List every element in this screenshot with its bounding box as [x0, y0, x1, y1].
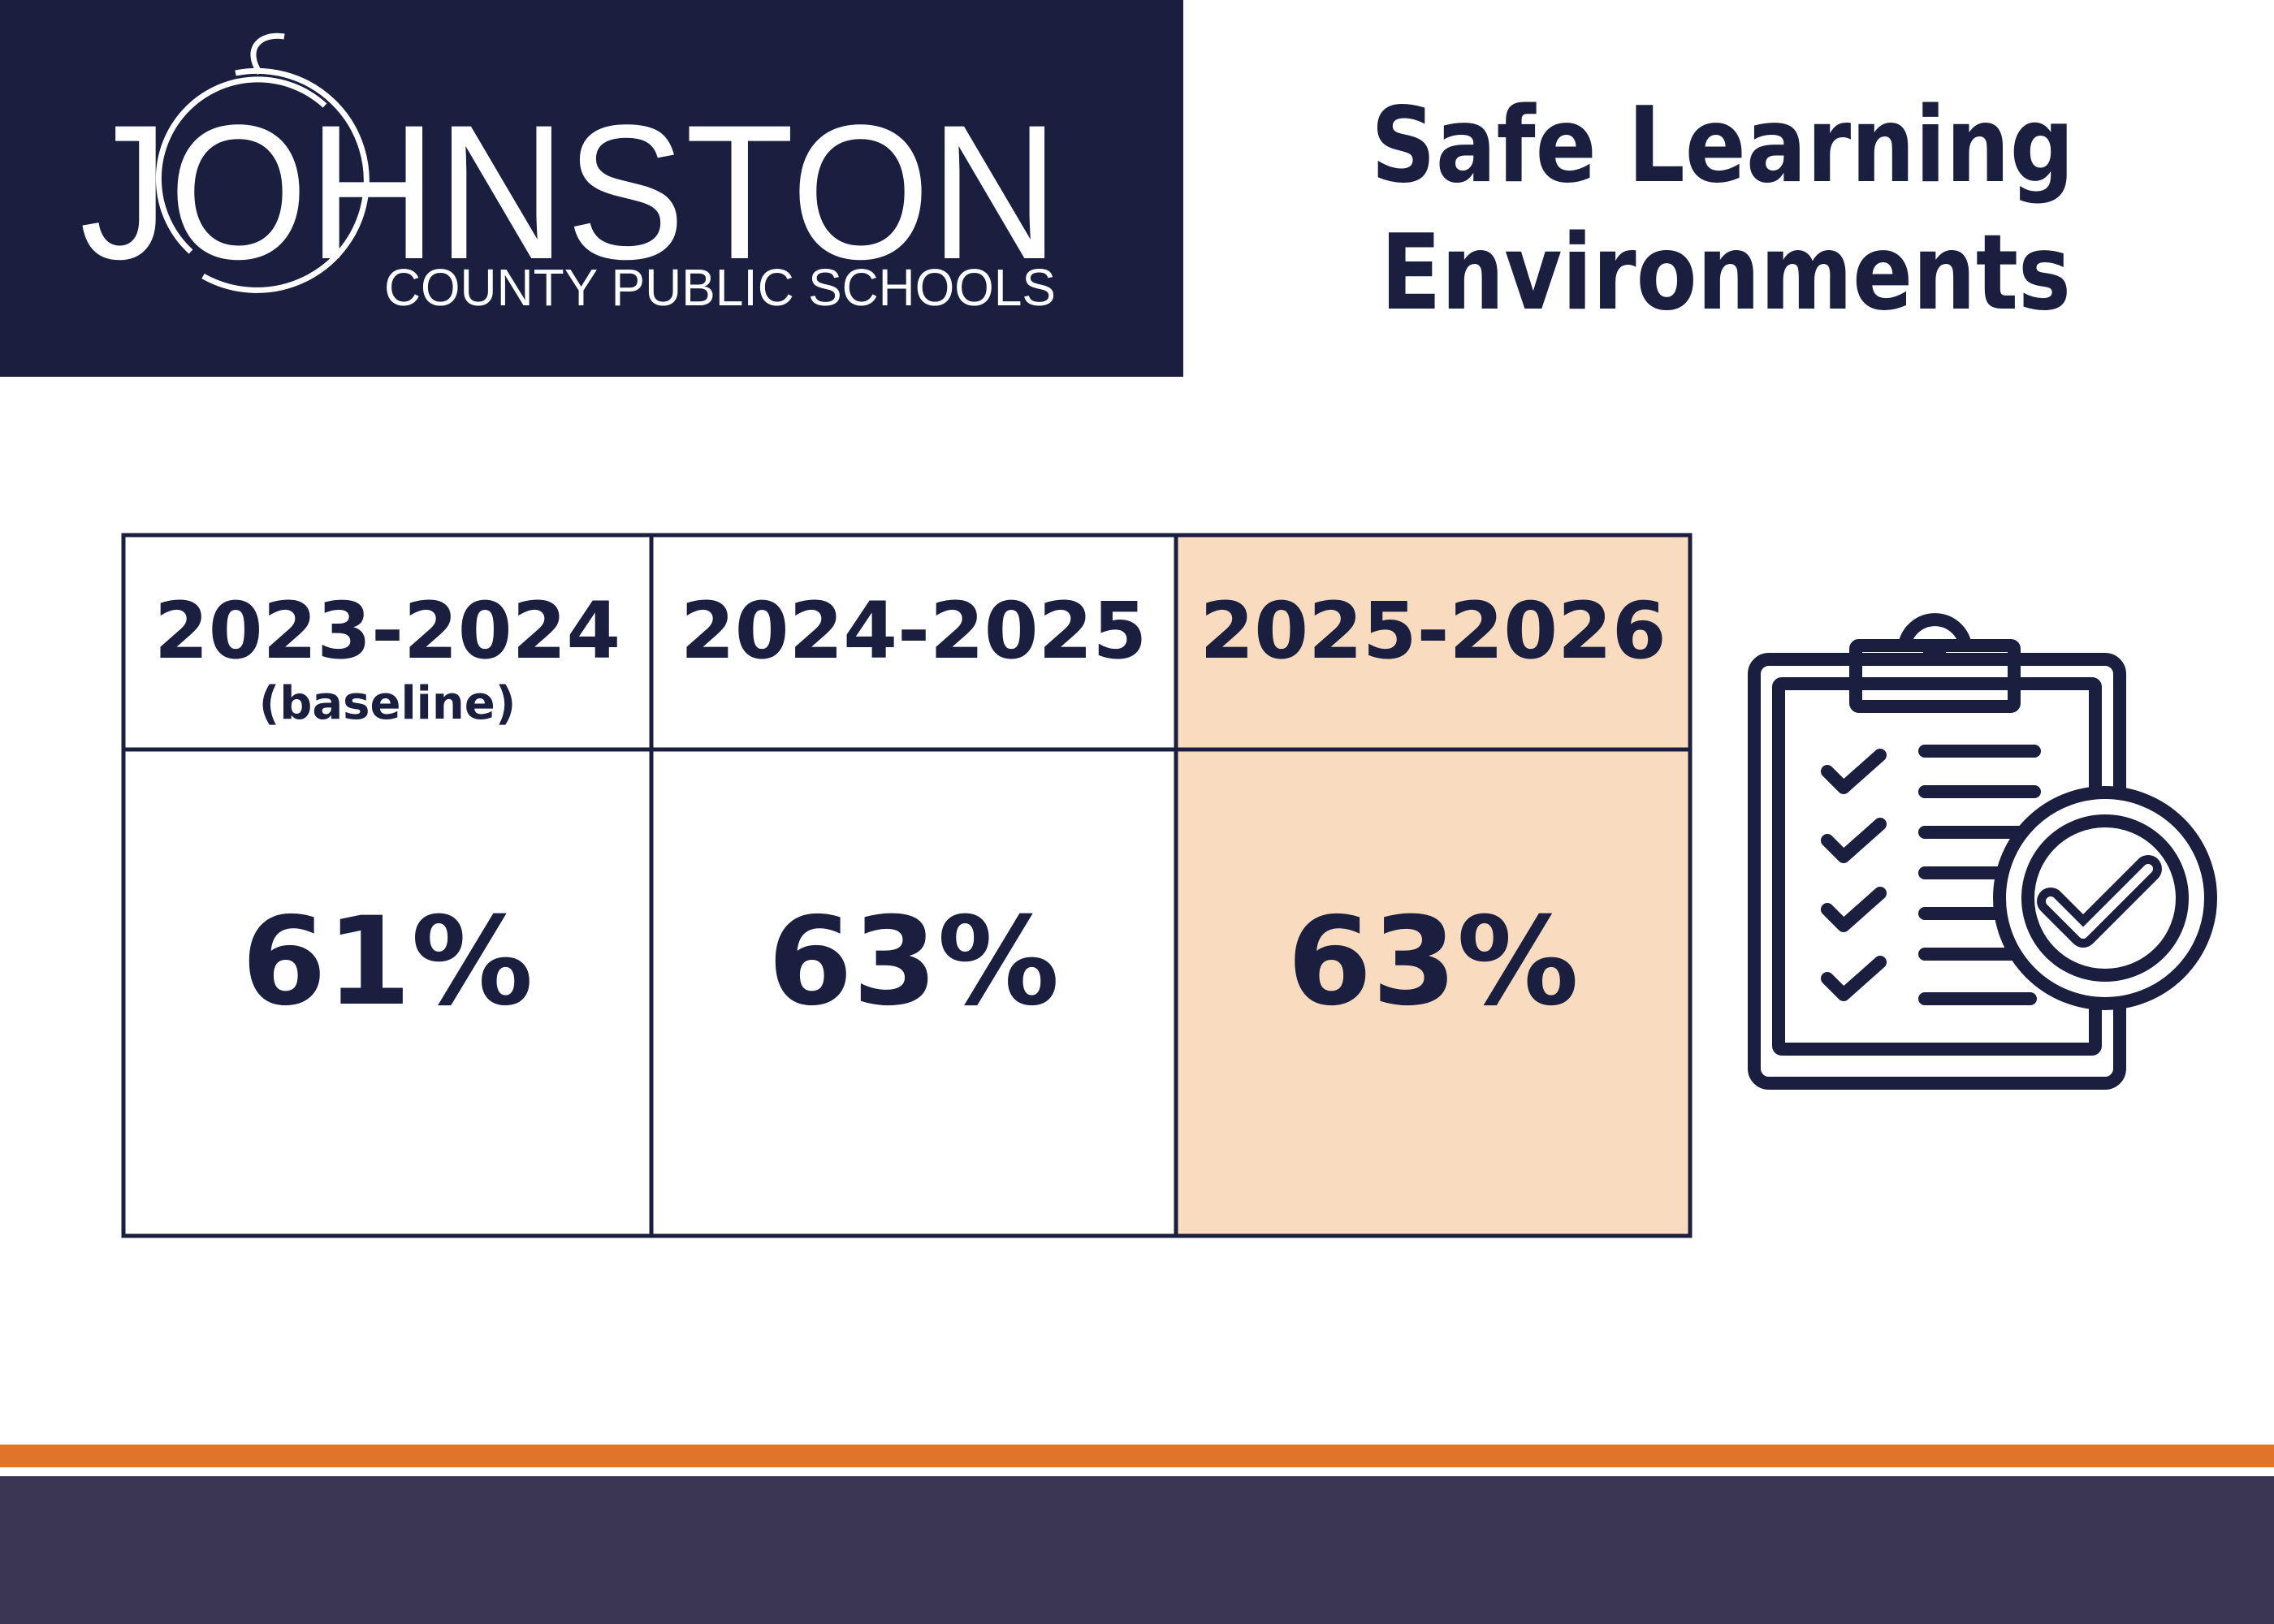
- footer-band: [0, 1476, 2274, 1624]
- page-title-line: Environments: [1381, 213, 2071, 334]
- column-note: (baseline): [259, 677, 517, 730]
- column-header: 2023-2024: [154, 585, 620, 676]
- cell-value: 61%: [241, 892, 533, 1033]
- highlight-column: [1176, 535, 1690, 1236]
- table-border: [121, 533, 1693, 1238]
- logo-subtitle: COUNTY PUBLIC SCHOOLS: [384, 258, 1056, 317]
- logo-emblem: [155, 32, 370, 293]
- page-title-line: Safe Learning: [1371, 85, 2074, 206]
- table: 2023-2024(baseline) 2024-2025 2025-2026 61%…: [121, 533, 1693, 1238]
- logo-wordmark: JOHNSTON: [80, 85, 1059, 300]
- clipboard-icon: [1748, 613, 2217, 1090]
- cell-value: 63%: [1287, 892, 1579, 1033]
- cell-value: 63%: [767, 892, 1059, 1033]
- footer-stripe: [0, 1445, 2274, 1467]
- logo-background: [0, 0, 1183, 377]
- column-header: 2025-2026: [1200, 585, 1666, 676]
- column-header: 2024-2025: [681, 585, 1147, 676]
